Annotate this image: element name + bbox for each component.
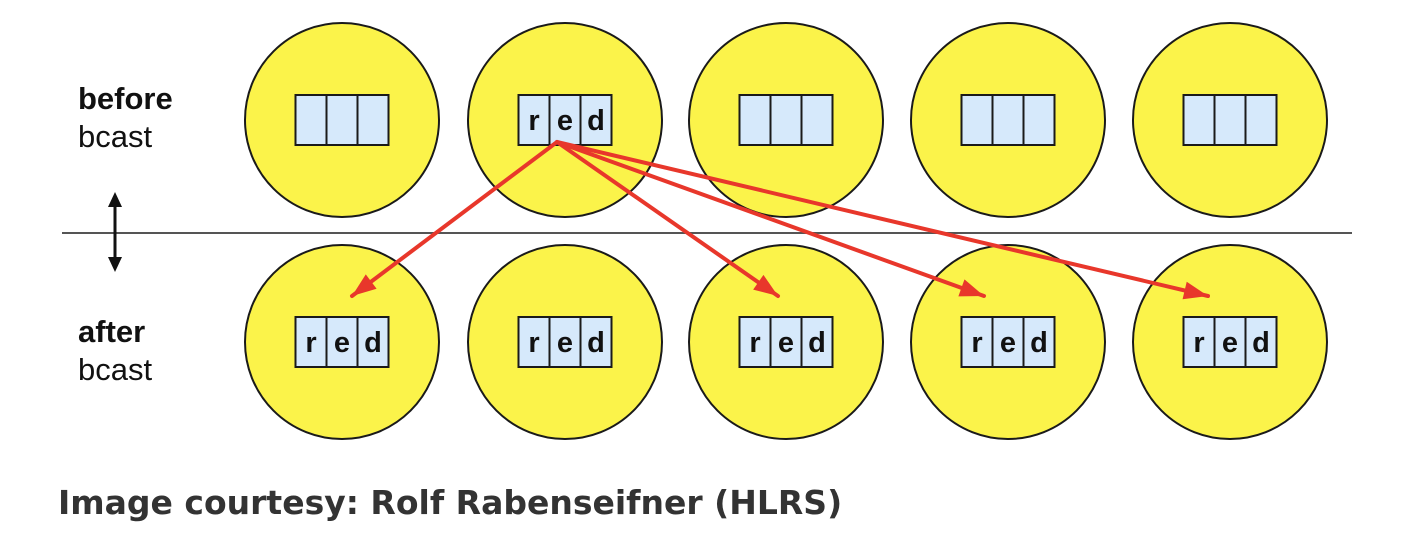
buffer-cell <box>800 316 834 368</box>
image-caption: Image courtesy: Rolf Rabenseifner (HLRS) <box>58 483 843 522</box>
before-after-arrow-icon <box>108 192 122 272</box>
buffer-cell-value: d <box>587 105 605 137</box>
arrowhead-icon <box>753 274 778 296</box>
buffer-cell-value: r <box>528 327 539 359</box>
buffer-cell-value: d <box>808 327 826 359</box>
buffer-cell <box>738 316 772 368</box>
broadcast-arrows <box>350 140 1210 300</box>
buffer-cell-value: d <box>1252 327 1270 359</box>
arrowhead-icon <box>352 274 377 296</box>
buffer-cell <box>548 316 582 368</box>
buffer-cell <box>769 316 803 368</box>
label-before-line2: bcast <box>78 119 153 154</box>
buffer-cell <box>325 94 359 146</box>
arrowhead-icon <box>958 279 984 297</box>
buffer-cell <box>1244 94 1278 146</box>
buffer-cell-value: e <box>557 105 573 137</box>
buffer-cell-value: r <box>528 105 539 137</box>
buffer-cell <box>325 316 359 368</box>
buffer-cell <box>960 316 994 368</box>
broadcast-arrow-to-process-3 <box>555 140 986 298</box>
buffer-cell <box>991 94 1025 146</box>
label-before-line1: before <box>78 81 173 116</box>
buffer-cell <box>356 94 390 146</box>
buffer-cell-value: r <box>1193 327 1204 359</box>
buffer-cell-value: r <box>971 327 982 359</box>
buffer-cell <box>1182 94 1216 146</box>
buffer-cell <box>1213 94 1247 146</box>
buffer-cell-value: r <box>749 327 760 359</box>
buffer-cell-value: d <box>587 327 605 359</box>
buffer-cell-value: e <box>557 327 573 359</box>
before-process-4 <box>1132 22 1328 218</box>
buffer-cell-value: d <box>1030 327 1048 359</box>
buffer-cell <box>769 94 803 146</box>
buffer-cell <box>1244 316 1278 368</box>
buffer-cell <box>579 94 613 146</box>
buffer-cell <box>294 94 328 146</box>
broadcast-arrow-to-process-0 <box>350 140 559 298</box>
buffer-cell <box>356 316 390 368</box>
buffer-cell <box>1213 316 1247 368</box>
broadcast-arrow-to-process-2 <box>555 140 780 298</box>
before-process-3 <box>910 22 1106 218</box>
arrowhead-icon <box>1182 281 1208 300</box>
buffer-cell-value: e <box>778 327 794 359</box>
buffer-cell <box>1022 316 1056 368</box>
buffer-cell-value: e <box>334 327 350 359</box>
before-process-2 <box>688 22 884 218</box>
buffer-cell-value: d <box>364 327 382 359</box>
buffer-cell <box>1022 94 1056 146</box>
buffer-cell <box>800 94 834 146</box>
before-process-0 <box>244 22 440 218</box>
broadcast-arrow-to-process-4 <box>555 140 1210 298</box>
buffer-cell-value: r <box>305 327 316 359</box>
label-after-line2: bcast <box>78 352 153 387</box>
label-before-bcast: before bcast <box>78 80 173 156</box>
buffer-cell <box>960 94 994 146</box>
buffer-cell-value: e <box>1000 327 1016 359</box>
label-after-line1: after <box>78 314 146 349</box>
label-after-bcast: after bcast <box>78 313 152 389</box>
buffer-cell <box>738 94 772 146</box>
buffer-cell-value: e <box>1222 327 1238 359</box>
buffer-cell <box>579 316 613 368</box>
